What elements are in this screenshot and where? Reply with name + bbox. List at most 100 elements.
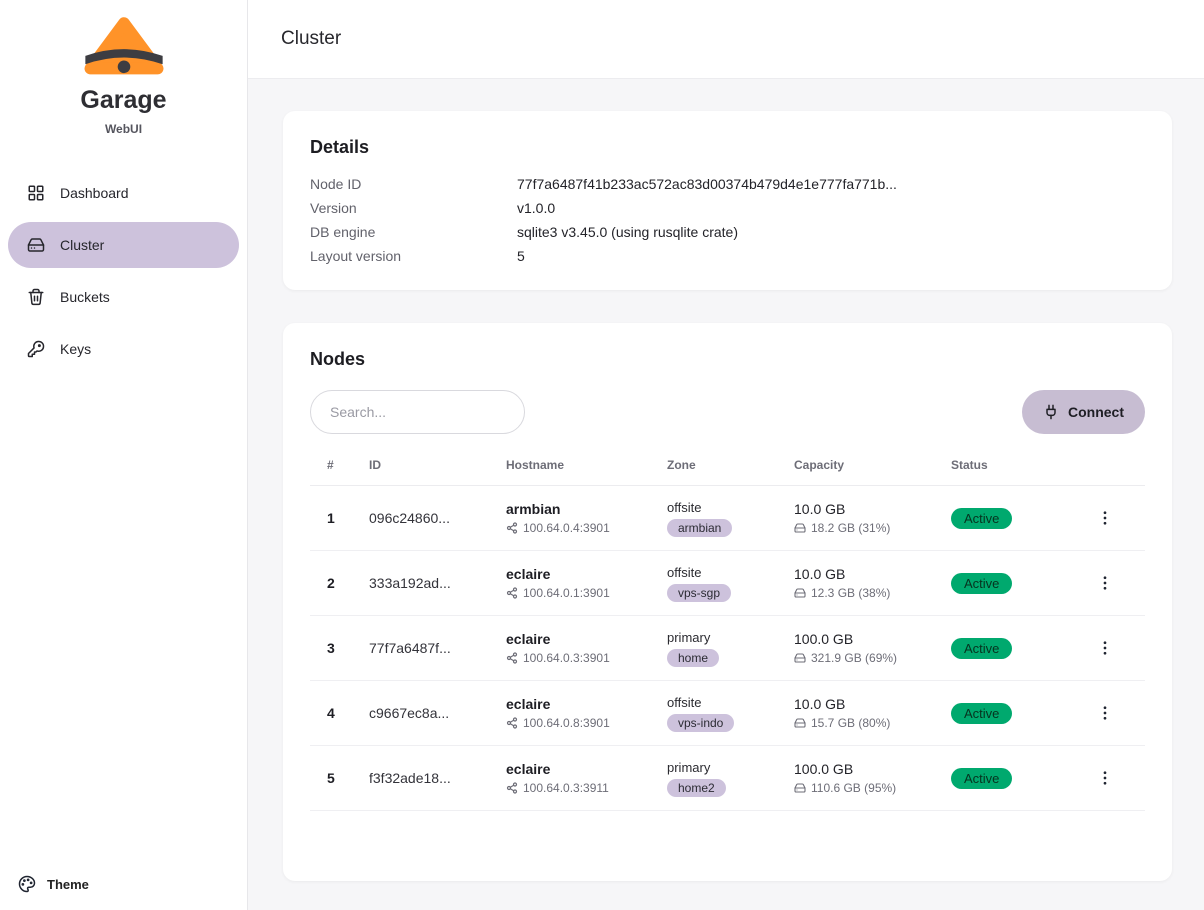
table-row: 3 77f7a6487f... eclaire 100.64.0.3:3901 … [310, 616, 1145, 681]
detail-label: Layout version [310, 248, 402, 264]
node-usage-line: 15.7 GB (80%) [794, 716, 951, 730]
brand-subtitle: WebUI [104, 122, 143, 136]
status-badge: Active [951, 637, 1013, 659]
node-hostname: eclaire [506, 696, 551, 712]
col-header-zone: Zone [667, 458, 696, 472]
table-row: 4 c9667ec8a... eclaire 100.64.0.8:3901 o… [310, 681, 1145, 746]
details-title: Details [310, 137, 370, 157]
node-capacity: 10.0 GB [794, 501, 846, 517]
table-row: 2 333a192ad... eclaire 100.64.0.1:3901 o… [310, 551, 1145, 616]
node-usage: 18.2 GB (31%) [811, 521, 891, 535]
node-address: 100.64.0.3:3911 [523, 781, 609, 795]
node-zone-cell: primary home2 [667, 760, 794, 797]
topbar: Cluster [248, 0, 1204, 79]
cluster-icon [27, 236, 45, 254]
node-capacity: 100.0 GB [794, 631, 854, 647]
detail-value: 5 [517, 248, 525, 264]
node-hostname-cell: eclaire 100.64.0.8:3901 [506, 696, 667, 730]
node-hostname: eclaire [506, 631, 551, 647]
drive-icon [794, 522, 806, 534]
node-address: 100.64.0.4:3901 [523, 521, 610, 535]
row-actions-button[interactable] [1091, 699, 1119, 727]
drive-icon [794, 587, 806, 599]
nodes-table: # ID Hostname Zone Capacity Status 1 096… [310, 458, 1145, 811]
status-badge: Active [951, 702, 1013, 724]
node-zone: primary [667, 629, 711, 645]
brand: Garage WebUI [0, 0, 247, 136]
table-header-row: # ID Hostname Zone Capacity Status [310, 458, 1145, 486]
node-address-line: 100.64.0.4:3901 [506, 521, 667, 535]
detail-value: 77f7a6487f41b233ac572ac83d00374b479d4e1e… [517, 176, 897, 192]
node-id: 096c24860... [369, 510, 450, 526]
node-id: c9667ec8a... [369, 705, 450, 721]
nodes-card: Nodes Connect [283, 323, 1172, 881]
sidebar-item-label: Cluster [60, 237, 105, 253]
col-header-capacity: Capacity [794, 458, 845, 472]
node-usage: 15.7 GB (80%) [811, 716, 891, 730]
sidebar-item-dashboard[interactable]: Dashboard [8, 170, 239, 216]
nodes-title: Nodes [310, 349, 366, 369]
node-number: 2 [327, 575, 335, 591]
row-actions-button[interactable] [1091, 634, 1119, 662]
detail-label: DB engine [310, 224, 376, 240]
kebab-icon [1096, 574, 1114, 592]
detail-value: v1.0.0 [517, 200, 556, 216]
node-id: 333a192ad... [369, 575, 451, 591]
row-actions-button[interactable] [1091, 504, 1119, 532]
node-capacity: 10.0 GB [794, 696, 846, 712]
col-header-num: # [327, 458, 334, 472]
brand-title: Garage [80, 86, 167, 114]
row-actions-button[interactable] [1091, 569, 1119, 597]
zone-tag: vps-indo [667, 713, 735, 732]
buckets-icon [27, 288, 45, 306]
node-zone: primary [667, 759, 711, 775]
node-hostname-cell: eclaire 100.64.0.3:3901 [506, 631, 667, 665]
search-input[interactable] [310, 390, 525, 434]
node-hostname: armbian [506, 501, 561, 517]
row-actions-button[interactable] [1091, 764, 1119, 792]
share-icon [506, 782, 518, 794]
sidebar-item-keys[interactable]: Keys [8, 326, 239, 372]
connect-button[interactable]: Connect [1022, 390, 1145, 434]
node-zone: offsite [667, 694, 702, 710]
share-icon [506, 587, 518, 599]
kebab-icon [1096, 769, 1114, 787]
node-address-line: 100.64.0.3:3911 [506, 781, 667, 795]
node-address: 100.64.0.8:3901 [523, 716, 610, 730]
dashboard-icon [27, 184, 45, 202]
kebab-icon [1096, 639, 1114, 657]
detail-label: Version [310, 200, 357, 216]
share-icon [506, 717, 518, 729]
sidebar-item-cluster[interactable]: Cluster [8, 222, 239, 268]
node-address: 100.64.0.1:3901 [523, 586, 610, 600]
col-header-status: Status [951, 458, 988, 472]
node-capacity-cell: 10.0 GB 18.2 GB (31%) [794, 501, 951, 535]
node-address-line: 100.64.0.3:3901 [506, 651, 667, 665]
node-zone: offsite [667, 499, 702, 515]
detail-row-db-engine: DB engine sqlite3 v3.45.0 (using rusqlit… [310, 224, 1145, 240]
node-capacity-cell: 10.0 GB 12.3 GB (38%) [794, 566, 951, 600]
node-hostname-cell: armbian 100.64.0.4:3901 [506, 501, 667, 535]
node-zone: offsite [667, 564, 702, 580]
node-capacity-cell: 100.0 GB 321.9 GB (69%) [794, 631, 951, 665]
drive-icon [794, 652, 806, 664]
node-address: 100.64.0.3:3901 [523, 651, 610, 665]
sidebar-item-label: Dashboard [60, 185, 129, 201]
col-header-hostname: Hostname [506, 458, 565, 472]
theme-toggle[interactable]: Theme [18, 875, 89, 893]
kebab-icon [1096, 509, 1114, 527]
node-zone-cell: primary home [667, 630, 794, 667]
palette-icon [18, 875, 36, 893]
col-header-id: ID [369, 458, 381, 472]
node-usage-line: 12.3 GB (38%) [794, 586, 951, 600]
node-usage: 110.6 GB (95%) [811, 781, 897, 795]
node-hostname: eclaire [506, 761, 551, 777]
node-usage: 321.9 GB (69%) [811, 651, 898, 665]
details-card: Details Node ID 77f7a6487f41b233ac572ac8… [283, 111, 1172, 290]
kebab-icon [1096, 704, 1114, 722]
zone-tag: home2 [667, 778, 726, 797]
page-title: Cluster [281, 28, 342, 49]
node-zone-cell: offsite vps-indo [667, 695, 794, 732]
sidebar-item-buckets[interactable]: Buckets [8, 274, 239, 320]
share-icon [506, 652, 518, 664]
